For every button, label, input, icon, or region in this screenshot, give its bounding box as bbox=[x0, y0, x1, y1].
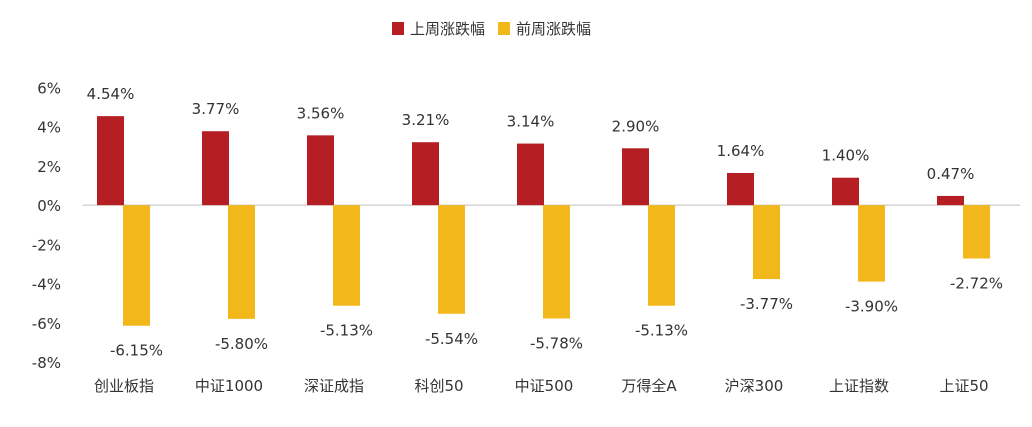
bar-series bbox=[97, 116, 990, 326]
x-tick-label: 中证500 bbox=[515, 377, 574, 395]
data-label-last-week: 1.64% bbox=[717, 142, 765, 160]
x-axis-labels: 创业板指 中证1000 深证成指 科创50 中证500 万得全A 沪深300 上证指数 上证50 bbox=[94, 377, 989, 395]
bar-previous-week bbox=[123, 205, 150, 326]
y-tick-label: 4% bbox=[37, 119, 61, 137]
x-tick-label: 科创50 bbox=[414, 377, 463, 395]
data-label-previous-week: -5.80% bbox=[215, 335, 268, 353]
x-tick-label: 沪深300 bbox=[725, 377, 784, 395]
chart-legend: 上周涨跌幅 前周涨跌幅 bbox=[392, 20, 591, 38]
data-label-last-week: 3.21% bbox=[402, 111, 450, 129]
bar-previous-week bbox=[543, 205, 570, 319]
legend-item: 上周涨跌幅 bbox=[392, 20, 485, 38]
data-label-last-week: 0.47% bbox=[927, 165, 975, 183]
y-tick-label: -8% bbox=[32, 354, 61, 372]
y-tick-label: 2% bbox=[37, 158, 61, 176]
bar-previous-week bbox=[648, 205, 675, 306]
legend-item: 前周涨跌幅 bbox=[498, 20, 591, 38]
data-label-last-week: 2.90% bbox=[612, 117, 660, 135]
legend-swatch bbox=[498, 22, 510, 35]
legend-label: 上周涨跌幅 bbox=[410, 20, 485, 38]
y-tick-label: -6% bbox=[32, 315, 61, 333]
data-label-previous-week: -5.13% bbox=[635, 322, 688, 340]
y-tick-label: -2% bbox=[32, 236, 61, 254]
bar-previous-week bbox=[228, 205, 255, 319]
data-label-last-week: 3.14% bbox=[507, 113, 555, 131]
x-tick-label: 上证指数 bbox=[829, 377, 889, 395]
data-label-last-week: 1.40% bbox=[822, 147, 870, 165]
data-label-last-week: 3.56% bbox=[297, 104, 345, 122]
bar-previous-week bbox=[753, 205, 780, 280]
legend-swatch bbox=[392, 22, 404, 35]
y-axis: 6% 4% 2% 0% -2% -4% -6% -8% bbox=[32, 80, 61, 373]
bar-last-week bbox=[937, 195, 964, 206]
data-label-last-week: 3.77% bbox=[192, 100, 240, 118]
data-label-previous-week: -3.90% bbox=[845, 298, 898, 316]
y-tick-label: 6% bbox=[37, 80, 61, 98]
bar-last-week bbox=[727, 172, 754, 206]
y-tick-label: 0% bbox=[37, 197, 61, 215]
x-tick-label: 深证成指 bbox=[304, 377, 364, 395]
bar-last-week bbox=[412, 142, 439, 206]
bar-previous-week bbox=[858, 205, 885, 282]
bar-previous-week bbox=[438, 205, 465, 314]
y-tick-label: -4% bbox=[32, 276, 61, 294]
bar-last-week bbox=[622, 148, 649, 206]
x-tick-label: 中证1000 bbox=[195, 377, 263, 395]
data-labels: 4.54% -6.15% 3.77% -5.80% 3.56% -5.13% 3.21% -5… bbox=[87, 85, 1003, 360]
x-tick-label: 万得全A bbox=[621, 377, 677, 395]
data-label-last-week: 4.54% bbox=[87, 85, 135, 103]
data-label-previous-week: -3.77% bbox=[740, 295, 793, 313]
data-label-previous-week: -5.78% bbox=[530, 334, 583, 352]
bar-last-week bbox=[832, 177, 859, 206]
bar-last-week bbox=[202, 131, 229, 206]
data-label-previous-week: -2.72% bbox=[950, 274, 1003, 292]
bar-last-week bbox=[517, 143, 544, 206]
x-tick-label: 上证50 bbox=[939, 377, 988, 395]
legend-label: 前周涨跌幅 bbox=[516, 20, 591, 38]
bar-previous-week bbox=[333, 205, 360, 306]
data-label-previous-week: -5.54% bbox=[425, 330, 478, 348]
bar-last-week bbox=[97, 116, 124, 206]
bar-last-week bbox=[307, 135, 334, 206]
bar-previous-week bbox=[963, 205, 990, 259]
data-label-previous-week: -5.13% bbox=[320, 322, 373, 340]
x-tick-label: 创业板指 bbox=[94, 377, 154, 395]
data-label-previous-week: -6.15% bbox=[110, 342, 163, 360]
